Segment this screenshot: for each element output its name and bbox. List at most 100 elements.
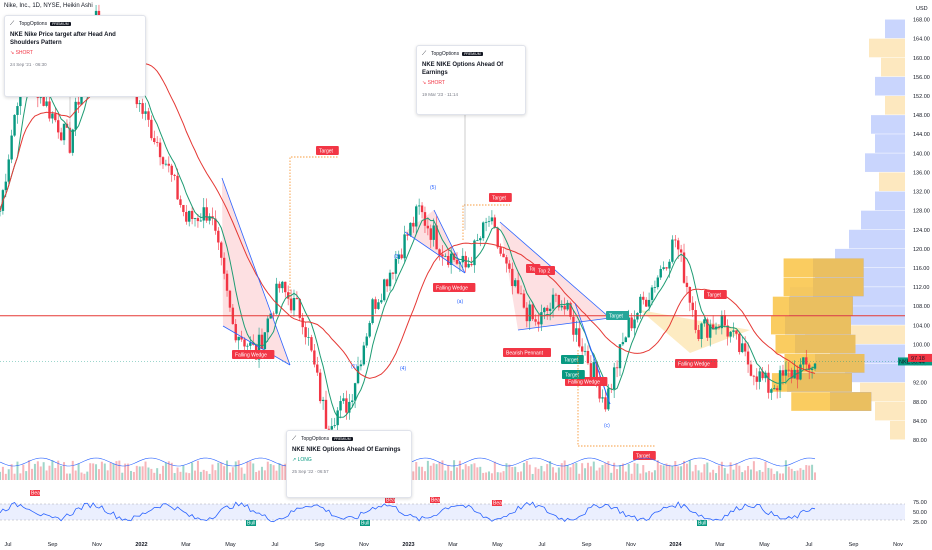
volume-bar	[578, 473, 581, 480]
volume-bar	[520, 471, 523, 480]
volume-bar	[776, 471, 779, 480]
idea-card-3[interactable]: ⟋ TopgOptions PREMIUM NKE NIKE Options Ahe…	[286, 430, 412, 498]
volume-bar	[630, 473, 633, 480]
oscillator-pane: 75.00 50.00 25.00 Bear Bear Bear Bear Bull Bull B…	[0, 490, 927, 527]
volume-bar	[723, 468, 726, 480]
candle-body	[155, 142, 159, 143]
volume-bar	[263, 470, 266, 480]
candle-body	[481, 222, 485, 239]
volume-bar	[618, 465, 621, 480]
candle-body	[313, 350, 316, 365]
volume-bar	[223, 466, 226, 480]
volume-bar	[199, 471, 202, 480]
candle-body	[671, 239, 674, 262]
volume-bar	[426, 460, 429, 480]
volume-bar	[761, 471, 764, 480]
candle-body	[790, 369, 793, 379]
candle-body	[237, 336, 240, 341]
volume-bar	[642, 465, 645, 480]
volume-bar	[28, 460, 31, 480]
card-title[interactable]: NKE NIKE Options Ahead Of Earnings	[292, 447, 401, 453]
candle-body	[813, 363, 817, 369]
card-title[interactable]: NKE Nike Price target after Head And Sho…	[10, 32, 116, 46]
candle-body	[723, 315, 726, 326]
candle-body	[618, 344, 622, 369]
candle-body	[374, 299, 377, 309]
volume-bar	[4, 473, 7, 480]
candle-body	[537, 321, 540, 325]
volume-bar	[57, 460, 60, 480]
target-label: Target	[636, 454, 651, 460]
pennant-zone	[500, 222, 610, 330]
volume-bar	[688, 460, 691, 480]
candle-body	[519, 293, 523, 295]
candle-body	[321, 399, 325, 402]
candle-body	[176, 175, 179, 200]
idea-card-2[interactable]: ⟋ TopgOptions PREMIUM NKE NIKE Options Ahe…	[416, 45, 526, 115]
profile-row	[890, 420, 905, 440]
candle-body	[16, 106, 19, 115]
candle-body	[417, 205, 421, 207]
volume-bar	[755, 471, 758, 480]
volume-bar	[438, 462, 441, 480]
volume-bar	[616, 469, 619, 480]
candle-body	[286, 292, 290, 299]
y-tick-label: 104.00	[913, 323, 930, 329]
buy-signal-bg	[697, 520, 707, 526]
x-tick-label: Jul	[4, 542, 11, 548]
target-projection	[462, 204, 510, 240]
volume-bar	[694, 464, 697, 480]
volume-bar	[671, 465, 674, 480]
falling-wedge-label: Falling Wedge	[436, 286, 468, 292]
candle-body	[170, 165, 173, 175]
volume-bar	[86, 471, 89, 480]
volume-bar	[770, 468, 773, 480]
volume-bar	[636, 463, 639, 480]
candle-body	[755, 376, 758, 382]
candle-body	[304, 327, 307, 338]
volume-bar	[159, 473, 162, 480]
card-title[interactable]: NKE NIKE Options Ahead Of Earnings	[422, 62, 504, 76]
volume-bar	[156, 468, 159, 480]
volume-bar	[662, 465, 665, 480]
volume-bar	[522, 462, 525, 480]
card-badge: PREMIUM	[332, 437, 353, 441]
idea-card-1[interactable]: ⟋ TopgOptions PREMIUM NKE Nike Price targe…	[4, 15, 146, 97]
card-date: 19 Mar '23 · 11:14	[422, 92, 459, 97]
candle-body	[246, 345, 249, 347]
volume-bar	[470, 464, 473, 480]
volume-bar	[458, 460, 461, 480]
candle-body	[793, 369, 796, 379]
candle-body	[438, 249, 441, 255]
volume-bar	[144, 461, 147, 480]
candle-body	[781, 370, 785, 376]
top-label-bg	[535, 266, 555, 275]
candle-body	[674, 239, 677, 241]
volume-bar	[575, 462, 578, 480]
sell-signal-bg	[30, 490, 40, 496]
x-tick-label: May	[225, 542, 236, 548]
candle-body	[385, 279, 389, 287]
candle-body	[560, 305, 563, 308]
volume-bar	[89, 463, 92, 480]
volume-bar	[132, 471, 135, 480]
tv-logo-icon: ⟋	[422, 51, 427, 57]
x-tick-label: 2024	[669, 542, 682, 548]
volume-bar	[802, 469, 805, 480]
candle-body	[199, 220, 203, 222]
volume-bar	[97, 469, 100, 480]
candle-body	[682, 252, 686, 283]
wave-label: (4)	[400, 366, 406, 372]
card-direction: ↗ LONG	[292, 457, 312, 463]
target-label-bg	[633, 451, 656, 460]
candle-body	[624, 337, 628, 343]
volume-bar	[284, 463, 287, 480]
volume-bar	[100, 461, 103, 480]
target-projection	[289, 156, 338, 300]
volume-bar	[517, 472, 520, 480]
volume-bar	[790, 468, 793, 480]
candle-body	[196, 218, 200, 222]
candle-body	[275, 283, 278, 314]
candle-body	[525, 307, 529, 322]
